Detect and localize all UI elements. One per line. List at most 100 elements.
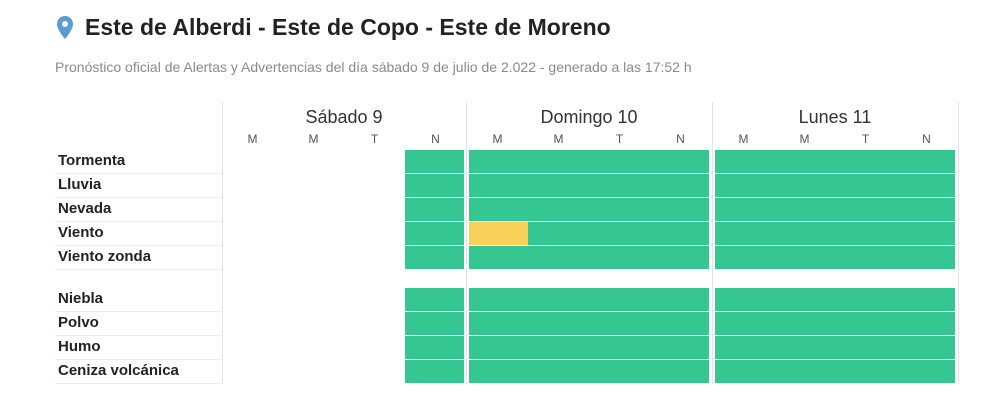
alert-cell-green <box>405 222 464 245</box>
alert-cell-green <box>896 312 955 335</box>
alert-cell-green <box>896 198 955 221</box>
row-divider <box>55 383 222 384</box>
alert-cell-green <box>835 150 896 173</box>
alert-cell-green <box>896 150 955 173</box>
alert-cell-green <box>835 312 896 335</box>
time-slot-header: M <box>553 132 564 146</box>
time-slot-header: T <box>370 132 379 146</box>
alert-cell-green <box>774 360 835 383</box>
alert-cell-green <box>469 336 528 359</box>
column-separator <box>958 102 959 384</box>
alert-cell-green <box>835 360 896 383</box>
time-slot-header: T <box>615 132 624 146</box>
alert-cell-green <box>774 246 835 269</box>
alert-cell-green <box>774 174 835 197</box>
alert-cell-green <box>469 246 528 269</box>
alert-cell-green <box>469 360 528 383</box>
alert-cell-green <box>469 198 528 221</box>
alert-cell-green <box>774 336 835 359</box>
page-title: Este de Alberdi - Este de Copo - Este de… <box>85 14 611 40</box>
alert-cell-green <box>405 336 464 359</box>
row-divider <box>55 359 222 360</box>
alert-cell-green <box>528 198 589 221</box>
alert-cell-green <box>405 150 464 173</box>
alert-cell-green <box>469 288 528 311</box>
alert-row-label: Nevada <box>58 200 112 217</box>
time-slot-header: M <box>308 132 319 146</box>
time-slot-header: M <box>799 132 810 146</box>
alert-cell-green <box>589 312 650 335</box>
alert-cell-green <box>650 222 709 245</box>
alert-cell-green <box>835 174 896 197</box>
row-divider <box>55 173 222 174</box>
alert-cell-green <box>896 336 955 359</box>
time-slot-header: N <box>676 132 685 146</box>
alert-cell-green <box>405 174 464 197</box>
alert-cell-green <box>835 336 896 359</box>
alert-cell-green <box>896 360 955 383</box>
alert-cell-green <box>774 150 835 173</box>
day-header: Lunes 11 <box>798 107 872 127</box>
alert-cell-green <box>835 246 896 269</box>
alert-cell-green <box>589 198 650 221</box>
alert-cell-green <box>589 222 650 245</box>
alert-cell-yellow <box>469 222 528 245</box>
time-slot-header: T <box>861 132 870 146</box>
alert-cell-green <box>774 288 835 311</box>
alert-cell-green <box>650 288 709 311</box>
row-divider <box>55 269 222 270</box>
day-header: Sábado 9 <box>305 107 383 127</box>
alert-cell-green <box>650 360 709 383</box>
alert-cell-green <box>528 174 589 197</box>
alert-row-label: Viento <box>58 224 104 241</box>
alert-cell-green <box>715 336 774 359</box>
row-divider <box>55 197 222 198</box>
row-divider <box>55 221 222 222</box>
alert-row-label: Niebla <box>58 290 104 307</box>
alert-row-label: Lluvia <box>58 176 102 193</box>
alert-cell-green <box>405 198 464 221</box>
alert-cell-green <box>715 174 774 197</box>
alert-cell-green <box>774 222 835 245</box>
alert-cell-green <box>528 246 589 269</box>
alert-cell-green <box>589 336 650 359</box>
page-subtitle: Pronóstico oficial de Alertas y Adverten… <box>55 59 692 75</box>
time-slot-header: M <box>492 132 503 146</box>
row-divider <box>55 311 222 312</box>
alert-cell-green <box>715 312 774 335</box>
alert-cell-green <box>469 174 528 197</box>
alert-cell-green <box>528 360 589 383</box>
alert-cell-green <box>650 312 709 335</box>
alert-row-label: Humo <box>58 338 101 355</box>
alert-cell-green <box>715 198 774 221</box>
alert-cell-green <box>528 336 589 359</box>
row-divider <box>55 335 222 336</box>
alert-cell-green <box>650 336 709 359</box>
alert-cell-green <box>589 174 650 197</box>
alert-row-label: Viento zonda <box>58 248 152 265</box>
alert-cell-green <box>469 150 528 173</box>
alert-cell-green <box>405 288 464 311</box>
alert-cell-green <box>835 222 896 245</box>
alert-cell-green <box>774 198 835 221</box>
alert-cell-green <box>405 360 464 383</box>
alert-cell-green <box>835 198 896 221</box>
alert-cell-green <box>774 312 835 335</box>
time-slot-header: N <box>922 132 931 146</box>
alert-cell-green <box>405 246 464 269</box>
page-title-block: Este de Alberdi - Este de Copo - Este de… <box>55 14 611 41</box>
alert-cell-green <box>650 198 709 221</box>
alert-row-label: Ceniza volcánica <box>58 362 179 379</box>
alert-cell-green <box>528 150 589 173</box>
alert-cell-green <box>589 360 650 383</box>
column-separator <box>712 102 713 384</box>
alert-cell-green <box>405 312 464 335</box>
location-pin-icon <box>57 15 73 39</box>
alert-row-label: Polvo <box>58 314 99 331</box>
alert-cell-green <box>589 288 650 311</box>
alert-cell-green <box>896 246 955 269</box>
alert-cell-green <box>715 288 774 311</box>
alert-cell-green <box>589 150 650 173</box>
alert-cell-green <box>896 174 955 197</box>
